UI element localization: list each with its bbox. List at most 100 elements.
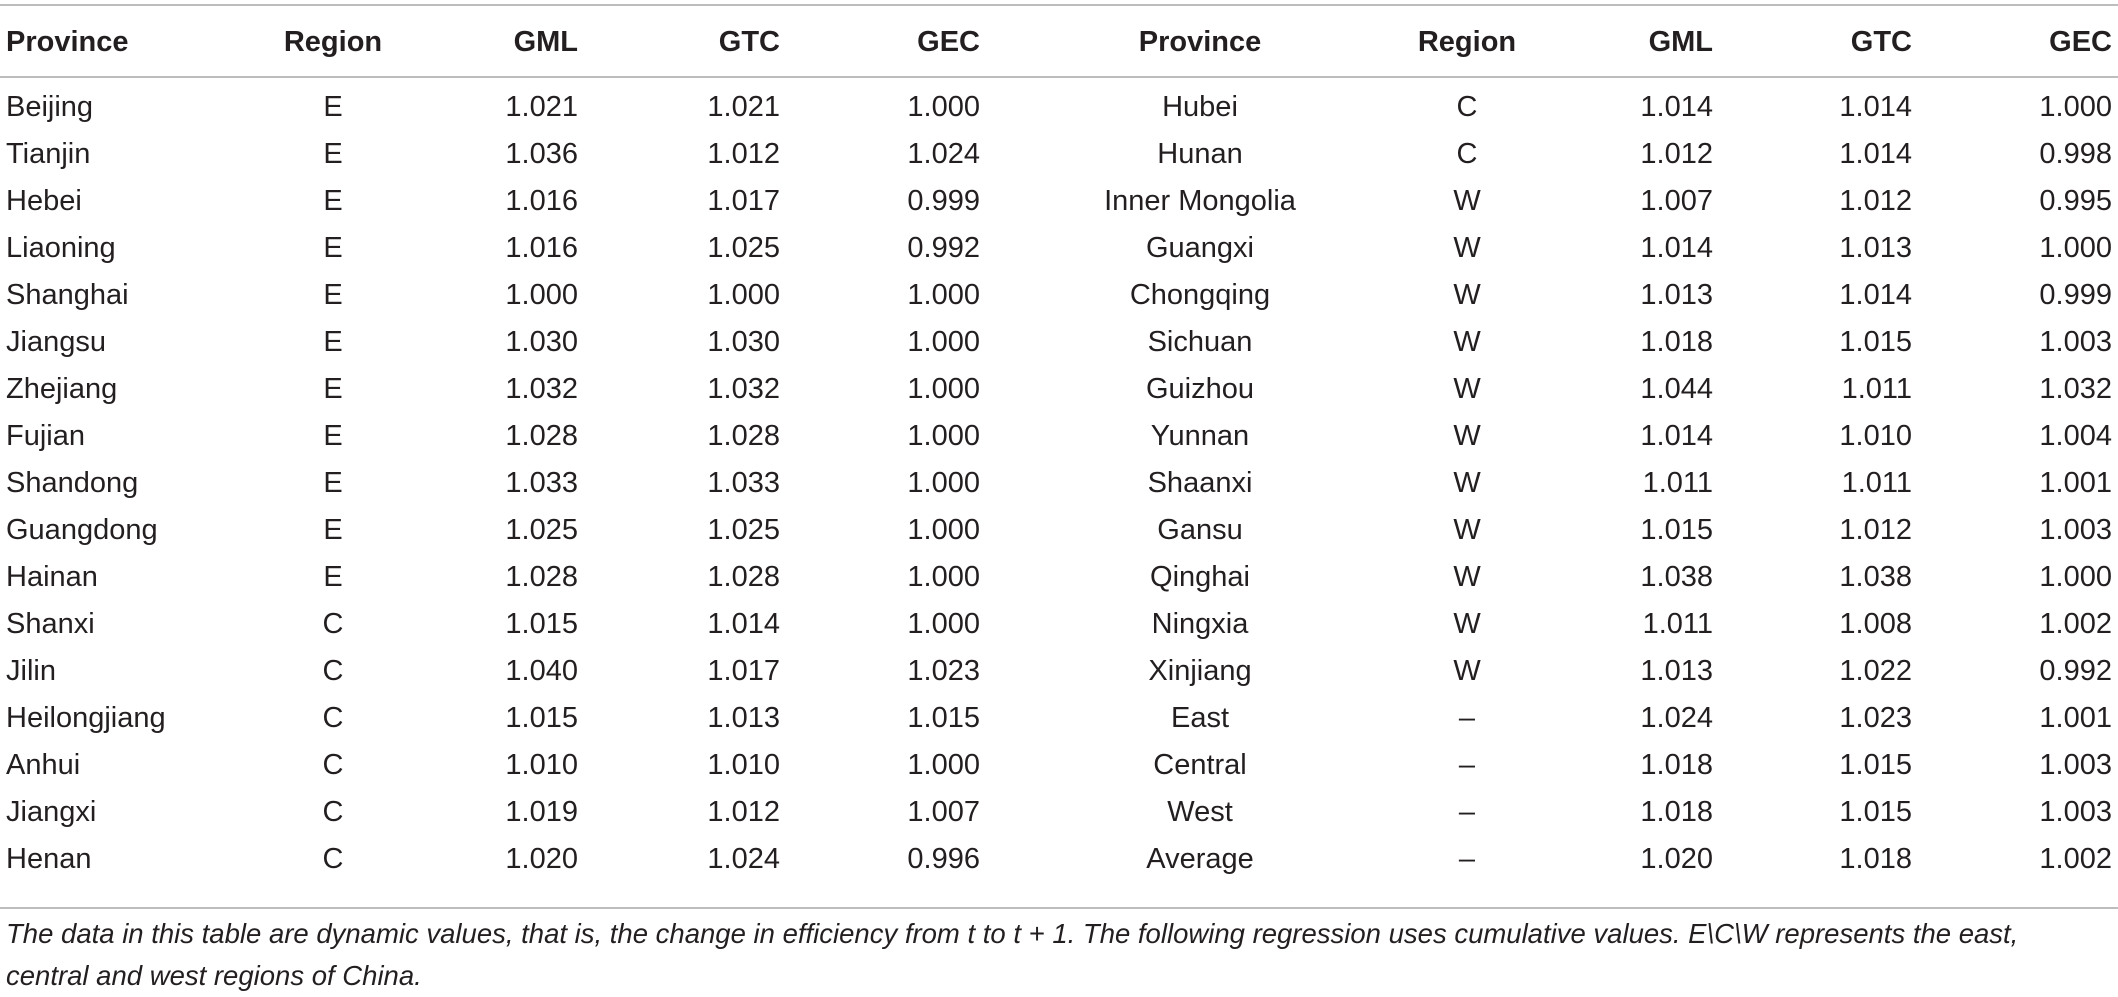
- cell-region-right: –: [1458, 749, 1476, 781]
- cell-gml-right: 1.014: [1640, 420, 1713, 452]
- cell-gtc-left: 1.010: [707, 749, 780, 781]
- cell-province-left: Heilongjiang: [6, 702, 166, 734]
- table-row: Henan C 1.020 1.024 0.996 Average – 1.020 1.018 1…: [0, 836, 2118, 883]
- cell-gtc-left: 1.013: [707, 702, 780, 734]
- cell-province-left: Guangdong: [6, 514, 158, 546]
- cell-province-right: Shaanxi: [1147, 467, 1253, 499]
- cell-gml-left: 1.032: [505, 373, 578, 405]
- cell-gec-left: 1.000: [907, 373, 980, 405]
- cell-gtc-right: 1.038: [1839, 561, 1912, 593]
- cell-gec-right: 1.000: [2039, 91, 2112, 123]
- cell-gml-right: 1.011: [1642, 608, 1713, 640]
- table-row: Hainan E 1.028 1.028 1.000 Qinghai W 1.038 1.038…: [0, 554, 2118, 601]
- cell-region-right: C: [1456, 91, 1478, 123]
- cell-gml-left: 1.036: [505, 138, 578, 170]
- header-gec-right: GEC: [2049, 26, 2112, 58]
- table-header-row: Province Region GML GTC GEC Province Reg…: [0, 6, 2118, 78]
- cell-province-left: Hainan: [6, 561, 98, 593]
- cell-gtc-left: 1.028: [707, 420, 780, 452]
- cell-gec-right: 0.992: [2039, 655, 2112, 687]
- cell-gec-left: 0.999: [907, 185, 980, 217]
- cell-gtc-right: 1.018: [1839, 843, 1912, 875]
- cell-province-right: Inner Mongolia: [1104, 185, 1296, 217]
- cell-gtc-right: 1.022: [1839, 655, 1912, 687]
- cell-gml-left: 1.020: [505, 843, 578, 875]
- cell-gml-left: 1.015: [505, 608, 578, 640]
- table-bottom-rule: [0, 907, 2118, 909]
- cell-gtc-right: 1.008: [1839, 608, 1912, 640]
- cell-region-right: W: [1453, 326, 1481, 358]
- cell-gtc-left: 1.017: [707, 655, 780, 687]
- cell-gec-right: 1.000: [2039, 232, 2112, 264]
- cell-province-right: Hunan: [1157, 138, 1243, 170]
- cell-gml-right: 1.012: [1640, 138, 1713, 170]
- cell-gtc-left: 1.033: [707, 467, 780, 499]
- cell-gtc-right: 1.015: [1839, 326, 1912, 358]
- cell-gml-right: 1.038: [1640, 561, 1713, 593]
- cell-gec-right: 1.002: [2039, 608, 2112, 640]
- cell-gml-right: 1.014: [1640, 232, 1713, 264]
- cell-gec-right: 1.003: [2039, 796, 2112, 828]
- cell-region-left: C: [322, 655, 344, 687]
- cell-gtc-left: 1.028: [707, 561, 780, 593]
- cell-gec-right: 0.998: [2039, 138, 2112, 170]
- cell-gml-right: 1.024: [1640, 702, 1713, 734]
- header-gml-right: GML: [1648, 26, 1713, 58]
- table-row: Anhui C 1.010 1.010 1.000 Central – 1.018 1.015 1…: [0, 742, 2118, 789]
- cell-gml-right: 1.011: [1642, 467, 1713, 499]
- cell-gec-left: 1.015: [907, 702, 980, 734]
- table-row: Heilongjiang C 1.015 1.013 1.015 East – 1.024 1.…: [0, 695, 2118, 742]
- cell-gtc-left: 1.021: [707, 91, 780, 123]
- cell-region-left: C: [322, 608, 344, 640]
- cell-region-right: W: [1453, 514, 1481, 546]
- table-row: Jiangxi C 1.019 1.012 1.007 West – 1.018 1.015 1.…: [0, 789, 2118, 836]
- cell-gtc-right: 1.014: [1839, 279, 1912, 311]
- cell-region-right: C: [1456, 138, 1478, 170]
- cell-gml-right: 1.044: [1640, 373, 1713, 405]
- header-gec-left: GEC: [917, 26, 980, 58]
- cell-gec-right: 1.003: [2039, 326, 2112, 358]
- cell-gml-right: 1.015: [1640, 514, 1713, 546]
- cell-gec-left: 1.000: [907, 420, 980, 452]
- table-top-rule: [0, 4, 2118, 6]
- cell-gtc-right: 1.023: [1839, 702, 1912, 734]
- cell-region-right: W: [1453, 279, 1481, 311]
- cell-gtc-left: 1.012: [707, 138, 780, 170]
- cell-gec-left: 0.992: [907, 232, 980, 264]
- cell-gml-right: 1.020: [1640, 843, 1713, 875]
- cell-gec-left: 1.000: [907, 467, 980, 499]
- cell-gtc-left: 1.025: [707, 232, 780, 264]
- table-row: Shanxi C 1.015 1.014 1.000 Ningxia W 1.011 1.008…: [0, 601, 2118, 648]
- header-region-left: Region: [283, 26, 383, 58]
- cell-region-right: –: [1458, 843, 1476, 875]
- cell-gml-left: 1.040: [505, 655, 578, 687]
- cell-region-right: W: [1453, 655, 1481, 687]
- cell-gtc-left: 1.030: [707, 326, 780, 358]
- cell-province-left: Zhejiang: [6, 373, 118, 405]
- cell-gec-right: 1.032: [2039, 373, 2112, 405]
- cell-gec-left: 1.000: [907, 279, 980, 311]
- cell-gec-right: 1.004: [2039, 420, 2112, 452]
- cell-province-right: Chongqing: [1129, 279, 1271, 311]
- cell-province-right: Ningxia: [1151, 608, 1249, 640]
- cell-region-right: –: [1458, 702, 1476, 734]
- cell-province-right: Sichuan: [1147, 326, 1253, 358]
- cell-region-left: E: [323, 279, 343, 311]
- cell-province-left: Liaoning: [6, 232, 116, 264]
- header-gml-left: GML: [513, 26, 578, 58]
- table-row: Liaoning E 1.016 1.025 0.992 Guangxi W 1.014 1.0…: [0, 225, 2118, 272]
- cell-province-right: Gansu: [1157, 514, 1243, 546]
- cell-province-right: Central: [1153, 749, 1247, 781]
- cell-province-left: Hebei: [6, 185, 82, 217]
- cell-gml-right: 1.007: [1640, 185, 1713, 217]
- cell-province-left: Jilin: [6, 655, 56, 687]
- cell-province-left: Shanghai: [6, 279, 129, 311]
- cell-province-left: Jiangxi: [6, 796, 97, 828]
- cell-gml-left: 1.000: [505, 279, 578, 311]
- cell-gtc-right: 1.010: [1839, 420, 1912, 452]
- cell-gtc-right: 1.014: [1839, 138, 1912, 170]
- cell-province-right: Qinghai: [1150, 561, 1250, 593]
- cell-region-left: C: [322, 749, 344, 781]
- cell-province-right: Average: [1146, 843, 1254, 875]
- cell-region-right: W: [1453, 420, 1481, 452]
